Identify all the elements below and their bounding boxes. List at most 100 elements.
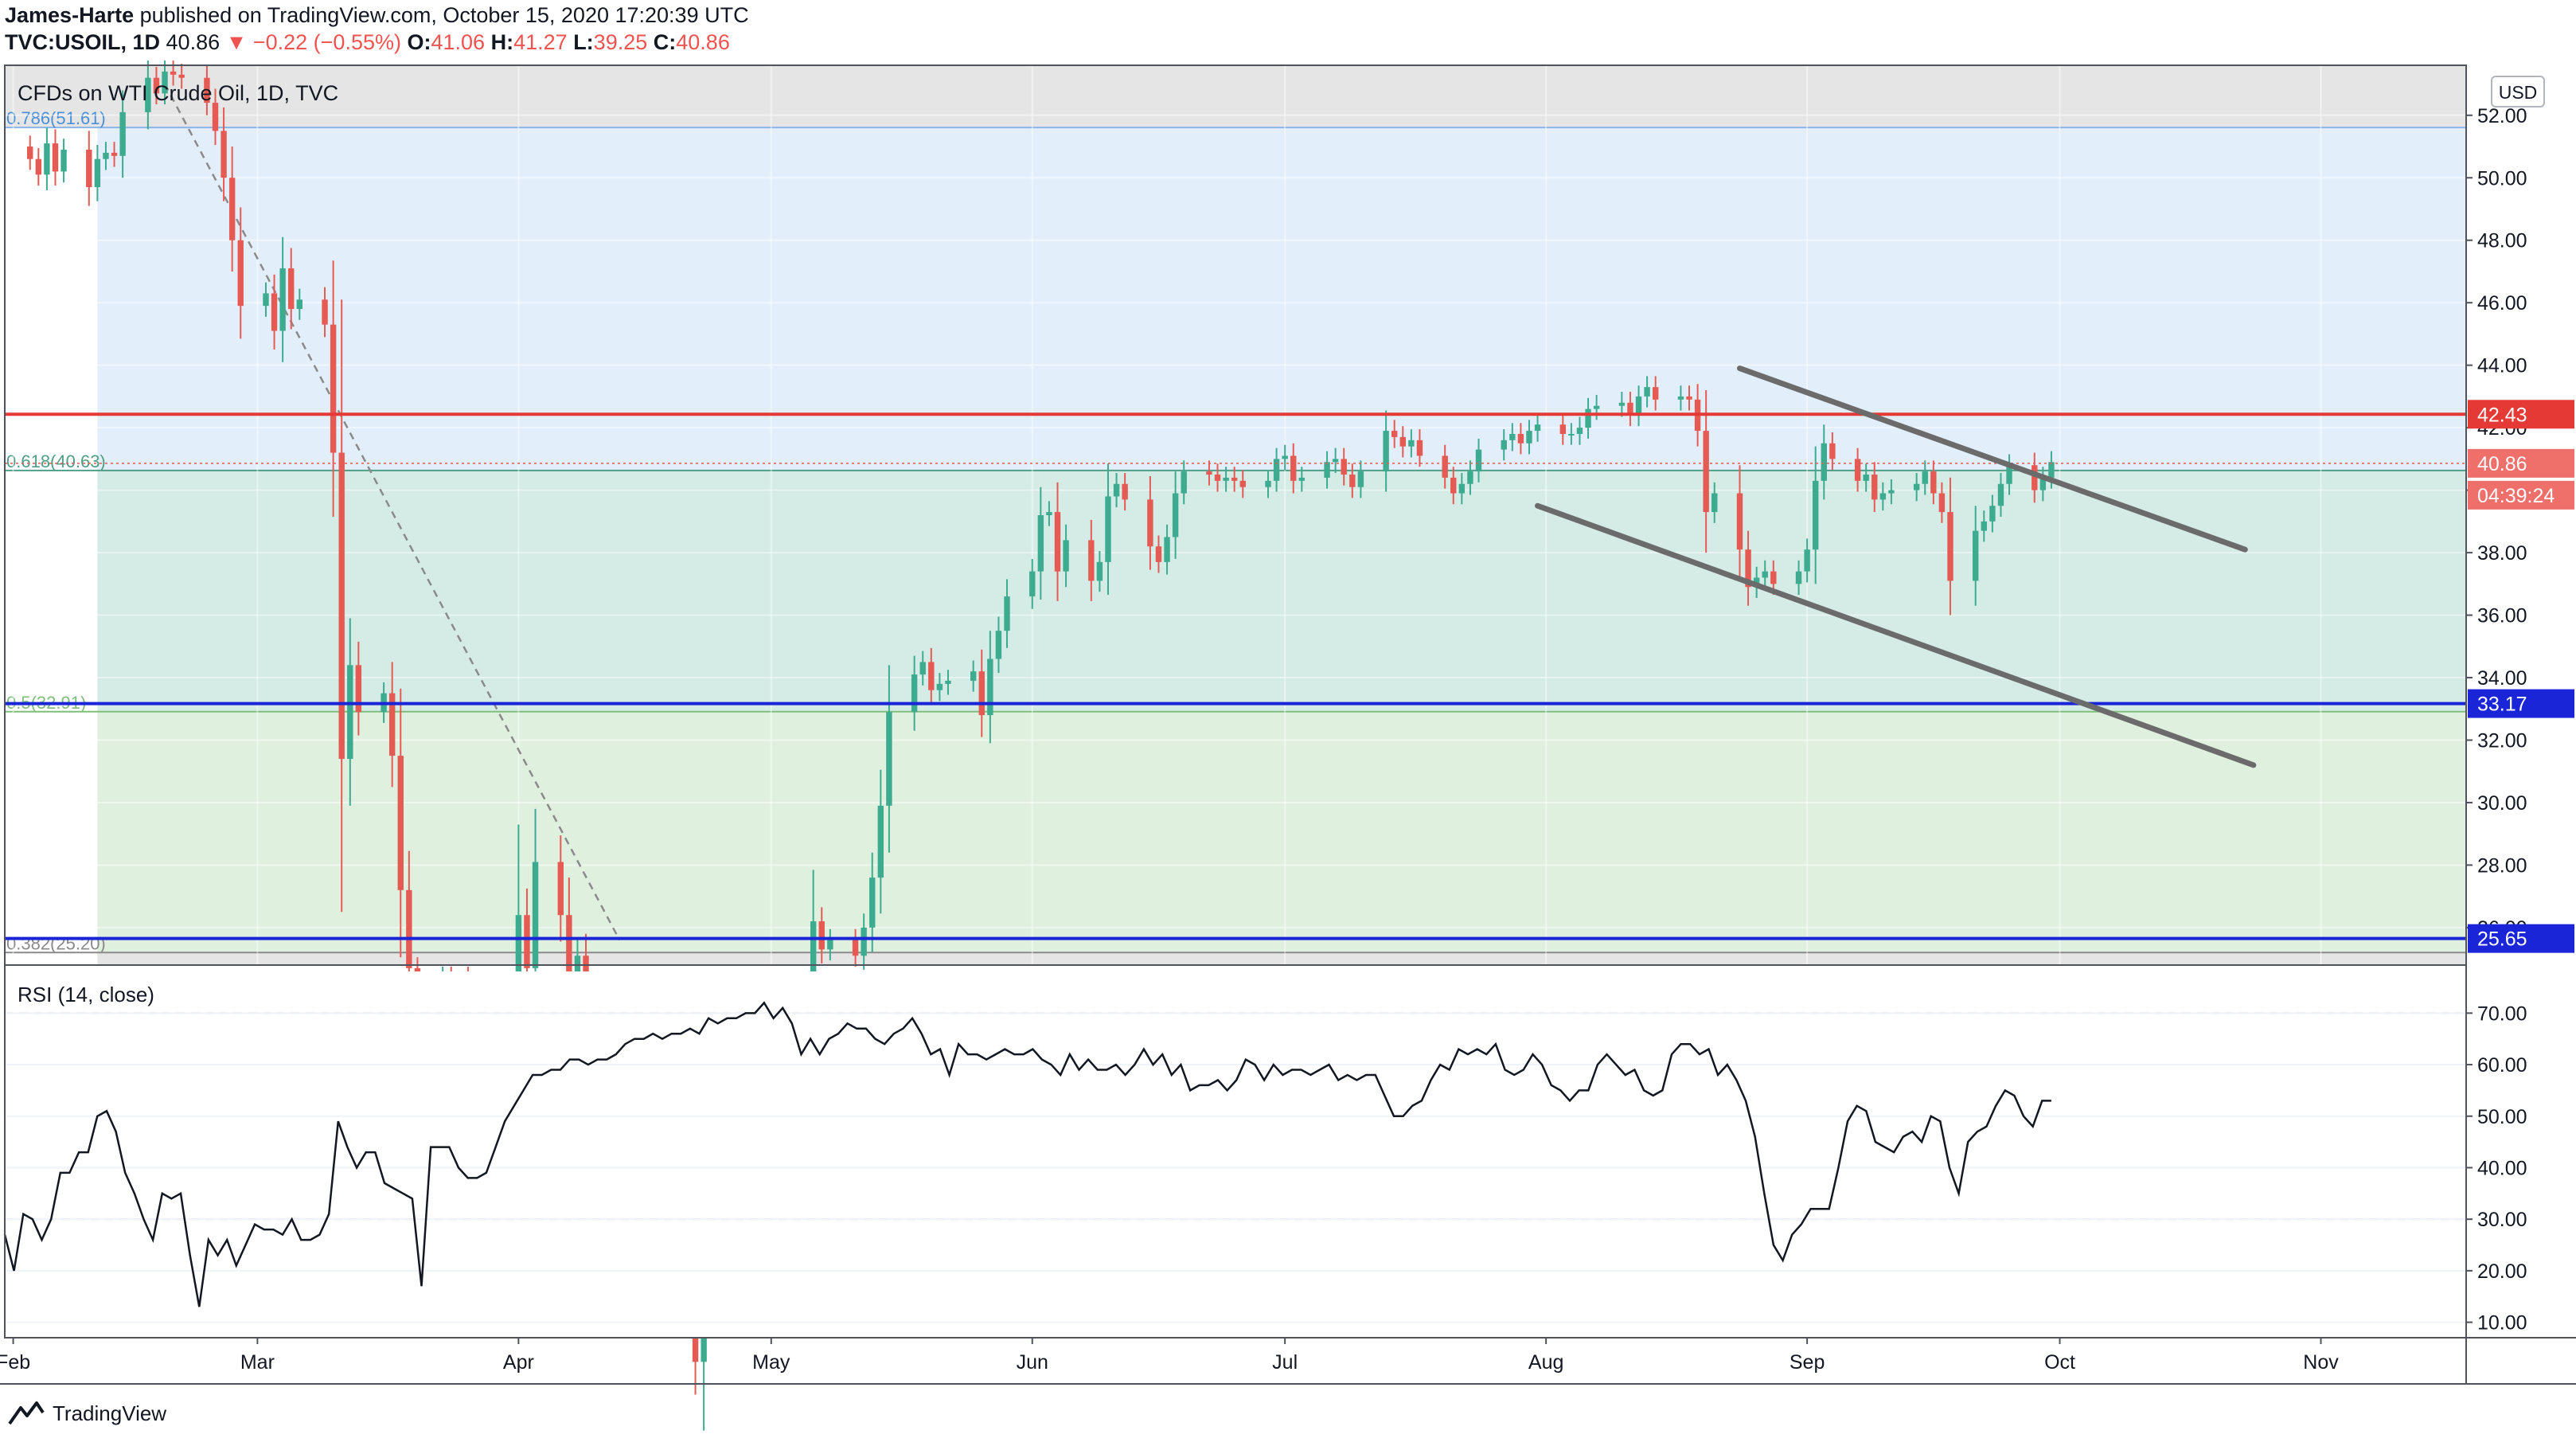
- rsi-series-line: [3, 1001, 2051, 1307]
- candle-body: [2039, 477, 2047, 490]
- candle-body: [347, 665, 353, 760]
- candle-body: [44, 143, 50, 175]
- fib-level-label: 0.618(40.63): [6, 451, 106, 471]
- candle-body: [237, 240, 244, 307]
- candle-body: [877, 805, 884, 878]
- rsi-axis-label: 60.00: [2477, 1054, 2527, 1077]
- publish-info: published on TradingView.com, October 15…: [134, 3, 749, 27]
- candle-body: [1854, 459, 1861, 481]
- candle-body: [1981, 521, 1987, 531]
- candle-body: [1063, 540, 1069, 572]
- candle-body: [1298, 477, 1306, 481]
- candle-body: [145, 77, 151, 112]
- candle-body: [1644, 387, 1650, 397]
- time-axis-label: Aug: [1528, 1351, 1563, 1374]
- price-axis-label: 50.00: [2477, 167, 2527, 190]
- currency-label: USD: [2499, 82, 2538, 103]
- candle-body: [1947, 512, 1953, 581]
- candle-body: [170, 71, 177, 75]
- close-value: 40.86: [676, 30, 730, 54]
- candle-body: [928, 662, 935, 690]
- fib-zone-blue: [97, 127, 2467, 471]
- candle-body: [936, 683, 943, 690]
- candle-body: [1273, 459, 1280, 481]
- countdown-tag-bg: [2468, 480, 2574, 510]
- author-name[interactable]: James-Harte: [5, 3, 135, 27]
- candle-body: [1770, 571, 1777, 584]
- time-axis-label: Mar: [240, 1351, 275, 1374]
- price-axis-label: 52.00: [2477, 105, 2527, 127]
- candle-body: [263, 293, 269, 307]
- candle-body: [119, 111, 126, 156]
- candle-body: [1821, 443, 1827, 481]
- candle-body: [1627, 402, 1633, 416]
- rsi-axis-label: 30.00: [2477, 1209, 2527, 1231]
- tradingview-brand[interactable]: TradingView: [8, 1400, 166, 1427]
- candle-body: [1973, 530, 1979, 581]
- candle-body: [978, 671, 985, 716]
- support-price-tag: 33.17: [2477, 694, 2527, 716]
- candle-body: [852, 940, 859, 956]
- candle-body: [338, 452, 345, 760]
- candle-body: [524, 915, 530, 968]
- candle-body: [35, 158, 42, 175]
- candle-body: [566, 915, 572, 991]
- candle-body: [27, 147, 33, 159]
- candle-body: [1922, 471, 1928, 484]
- close-label: C:: [653, 30, 677, 54]
- publish-line: James-Harte published on TradingView.com…: [5, 2, 749, 29]
- candle-body: [1332, 459, 1339, 463]
- candle-body: [228, 178, 236, 240]
- price-axis-label: 34.00: [2477, 667, 2527, 690]
- candle-body: [52, 143, 59, 172]
- candle-body: [1501, 440, 1507, 450]
- candle-body: [1105, 496, 1111, 562]
- time-axis-label: Feb: [0, 1351, 30, 1374]
- candle-body: [162, 71, 168, 94]
- last-price-tag-bg: [2468, 448, 2574, 478]
- candle-body: [2048, 462, 2055, 478]
- candle-body: [204, 77, 210, 104]
- candle-body: [987, 659, 993, 716]
- candle-body: [1164, 537, 1170, 562]
- candle-body: [2032, 465, 2038, 490]
- candle-body: [1559, 424, 1566, 434]
- candle-body: [1879, 493, 1887, 500]
- candle-body: [861, 927, 867, 956]
- candle-body: [1593, 405, 1600, 409]
- last-price-tag: 40.86: [2477, 453, 2527, 475]
- candle-body: [1239, 480, 1246, 487]
- candle-body: [2006, 465, 2012, 484]
- countdown-tag: 04:39:24: [2477, 485, 2555, 507]
- candle-body: [532, 862, 539, 968]
- fib-zone-grey: [5, 65, 2466, 128]
- candle-body: [1677, 396, 1684, 400]
- high-value: 41.27: [513, 30, 568, 54]
- candle-body: [1341, 459, 1347, 475]
- candle-body: [970, 671, 977, 681]
- rsi-axis-label: 40.00: [2477, 1157, 2527, 1179]
- candle-body: [945, 680, 951, 684]
- candle-body: [94, 158, 101, 188]
- candle-body: [919, 662, 926, 675]
- price-axis-label: 32.00: [2477, 730, 2527, 752]
- candle-body: [1745, 549, 1751, 588]
- candle-body: [1004, 596, 1010, 631]
- ohlc-line: TVC:USOIL, 1D 40.86 ▼ −0.22 (−0.55%) O:4…: [5, 29, 730, 56]
- candle-body: [1231, 477, 1238, 481]
- candle-body: [1408, 440, 1415, 447]
- candle-body: [1795, 571, 1802, 584]
- candle-body: [1467, 471, 1473, 484]
- candle-body: [1181, 471, 1187, 494]
- candle-body: [1526, 431, 1532, 444]
- candle-body: [1804, 549, 1810, 572]
- support-price-tag: 25.65: [2477, 928, 2527, 951]
- candle-body: [388, 693, 396, 756]
- open-label: O:: [407, 30, 431, 54]
- candle-body: [827, 940, 833, 950]
- rsi-axis-label: 50.00: [2477, 1106, 2527, 1128]
- candle-body: [1122, 483, 1128, 500]
- rsi-axis-label: 20.00: [2477, 1260, 2527, 1283]
- candle-body: [212, 103, 219, 131]
- candle-body: [1652, 387, 1659, 400]
